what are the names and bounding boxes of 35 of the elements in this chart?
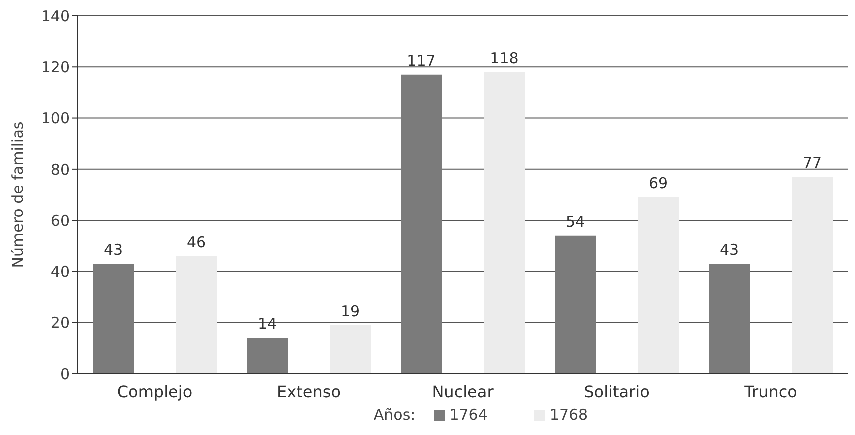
x-tick-label: Nuclear	[432, 382, 494, 402]
bar	[792, 177, 833, 374]
y-tick-label: 140	[41, 7, 70, 26]
y-axis-title: Número de familias	[9, 122, 27, 268]
bar	[638, 198, 679, 374]
x-tick-label: Extenso	[277, 382, 341, 402]
bar	[247, 338, 288, 374]
bar	[555, 236, 596, 374]
data-label: 46	[186, 233, 206, 252]
y-tick-label: 120	[41, 58, 70, 76]
y-tick-label: 60	[50, 212, 70, 230]
legend-label: 1764	[450, 406, 488, 424]
bar	[709, 264, 750, 374]
data-label: 43	[104, 241, 124, 260]
legend-label: 1768	[550, 406, 588, 424]
y-tick-label: 80	[50, 160, 70, 179]
data-label: 19	[340, 302, 360, 320]
y-tick-label: 20	[50, 314, 70, 332]
data-label: 118	[490, 49, 519, 68]
data-label: 69	[648, 174, 668, 193]
x-tick-label: Trunco	[744, 382, 798, 402]
bar	[93, 264, 134, 374]
x-tick-label: Solitario	[584, 382, 650, 402]
bar	[330, 325, 371, 374]
bar	[401, 74, 442, 374]
bar	[176, 256, 217, 374]
data-label: 117	[407, 52, 436, 70]
y-tick-label: 40	[50, 263, 70, 282]
data-label: 43	[720, 241, 740, 260]
legend-title: Años:	[374, 406, 416, 424]
x-tick-label: Complejo	[117, 382, 193, 402]
data-label: 77	[802, 154, 822, 172]
y-tick-label: 100	[41, 110, 70, 128]
y-tick-label: 0	[60, 365, 70, 384]
bar	[484, 72, 525, 374]
